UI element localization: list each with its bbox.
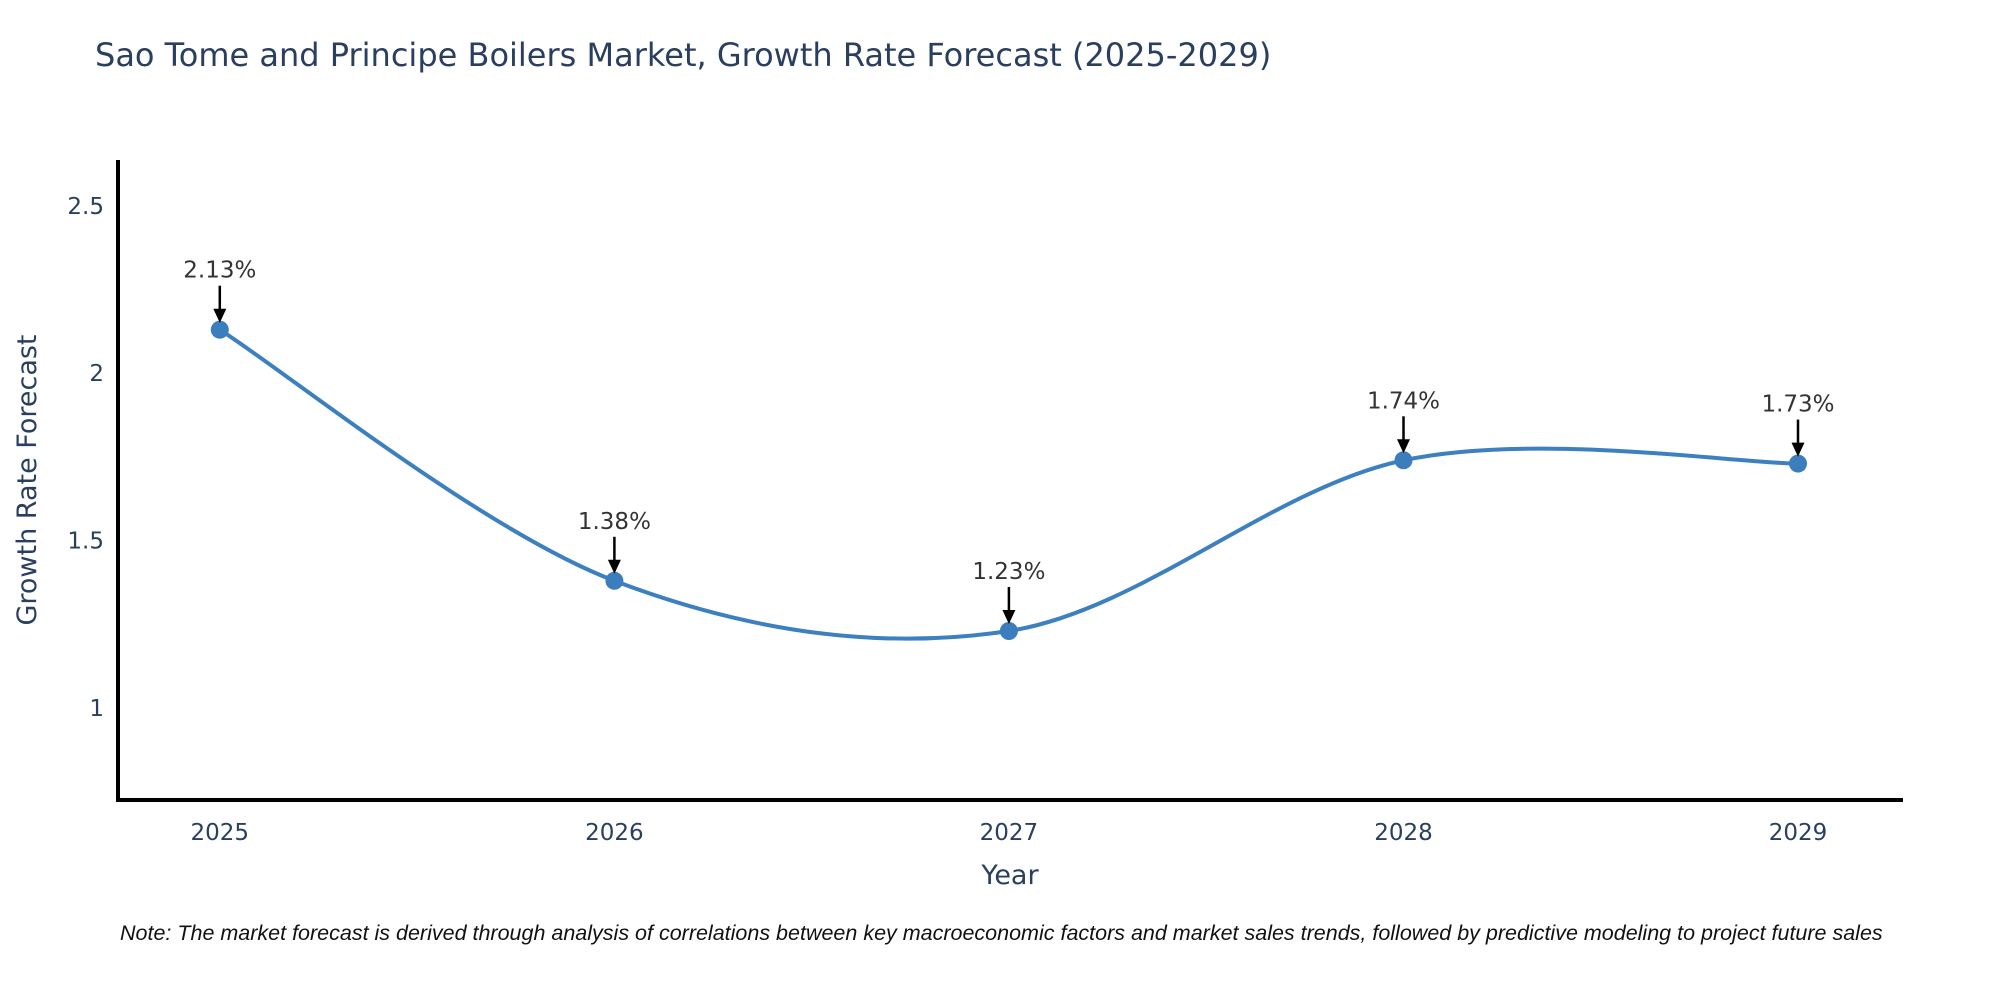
annotation-arrowhead-icon	[213, 308, 227, 323]
point-value-label: 1.74%	[1367, 388, 1440, 414]
annotation-arrowhead-icon	[1002, 610, 1016, 624]
x-tick-label: 2025	[191, 820, 250, 846]
annotation-arrowhead-icon	[1791, 442, 1805, 457]
data-point-marker[interactable]	[605, 571, 624, 590]
y-tick-label: 1.5	[67, 529, 104, 555]
y-tick-label: 1	[89, 696, 104, 722]
annotation-arrowhead-icon	[1397, 439, 1410, 454]
data-point-marker[interactable]	[1394, 451, 1413, 470]
x-tick-label: 2027	[980, 820, 1039, 846]
point-value-label: 1.73%	[1761, 392, 1834, 418]
x-tick-label: 2026	[585, 820, 644, 846]
data-point-marker[interactable]	[999, 622, 1018, 640]
data-point-marker[interactable]	[1789, 454, 1807, 473]
point-value-label: 1.23%	[972, 559, 1045, 585]
axes: 1 1.5 2 2.5 2025 2026 2027 2028 2029	[67, 160, 1903, 846]
y-tick-label: 2.5	[67, 194, 104, 220]
x-tick-label: 2029	[1769, 820, 1828, 846]
y-tick-label: 2	[89, 361, 104, 387]
x-tick-label: 2028	[1374, 820, 1433, 846]
data-point-marker[interactable]	[210, 320, 229, 339]
point-value-label: 1.38%	[578, 509, 651, 535]
annotation-arrowhead-icon	[607, 559, 621, 574]
point-annotations: 2.13% 1.38% 1.23% 1.74% 1.73%	[183, 258, 1835, 624]
y-axis-title: Growth Rate Forecast	[12, 334, 43, 625]
chart-title: Sao Tome and Principe Boilers Market, Gr…	[95, 36, 1272, 74]
series-growth-rate	[210, 320, 1807, 641]
x-axis-title: Year	[980, 860, 1039, 891]
footnote: Note: The market forecast is derived thr…	[120, 921, 1883, 945]
point-value-label: 2.13%	[183, 258, 256, 284]
